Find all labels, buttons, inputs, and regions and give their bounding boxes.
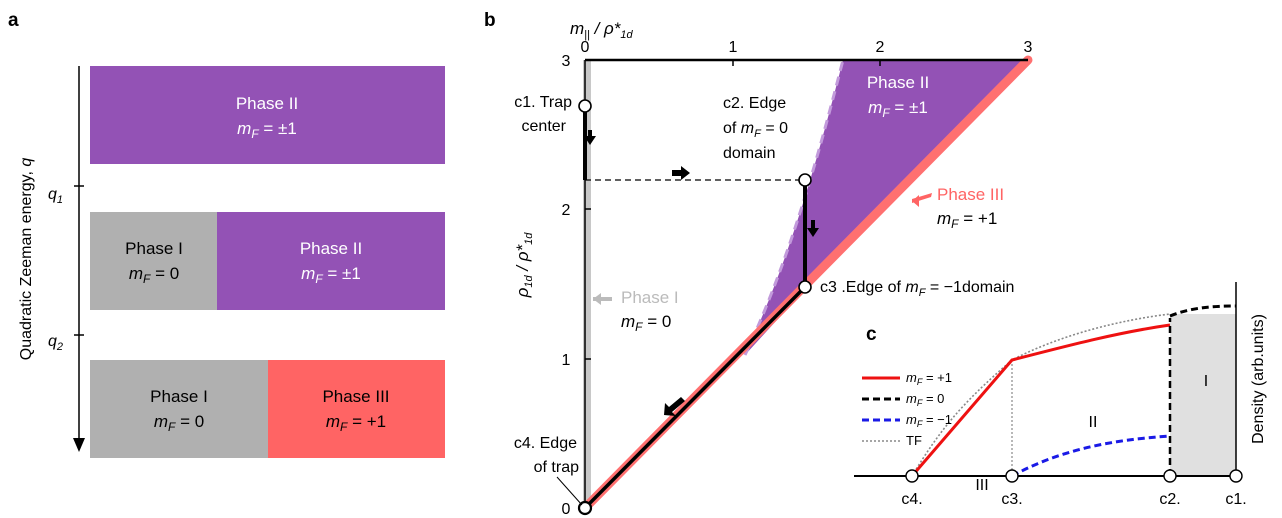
ytick-0: 0	[562, 501, 571, 518]
arrow-down-2-icon	[807, 220, 819, 237]
c-xlabel-c2: c2.	[1159, 491, 1180, 508]
c3-label: c3 .Edge of mF = −1domain	[820, 279, 1014, 299]
panel-c-label: c	[866, 324, 877, 345]
row3-phase1-mf: mF = 0	[154, 412, 204, 434]
c-point-c2	[1163, 469, 1177, 483]
point-c2	[798, 173, 812, 187]
c-xlabel-c4: c4.	[901, 491, 922, 508]
c-xlabel-c1: c1.	[1225, 491, 1246, 508]
curve-mf-minus1	[1011, 434, 1171, 478]
row2-phase2-box	[217, 212, 445, 310]
ytick-1: 1	[562, 352, 571, 369]
phase1-pointer-icon	[593, 293, 612, 305]
row2-phase2-mf: mF = ±1	[301, 264, 361, 286]
row1-phase2-box	[90, 66, 445, 164]
arrow-right-icon	[672, 166, 690, 180]
c2-label-2: of mF = 0	[723, 120, 788, 140]
xtick-2: 2	[876, 39, 885, 56]
phase1-strip	[583, 60, 591, 508]
tick-q1-label: q1	[48, 186, 63, 206]
curve-mf-plus1	[910, 323, 1171, 477]
c2-label-1: c2. Edge	[723, 95, 786, 112]
row3-phase3-box	[268, 360, 445, 458]
panel-c: c III II I c4. c3. c2. c1. Densi	[850, 282, 1267, 512]
row3-phase3-mf: mF = +1	[326, 412, 386, 434]
point-c3	[798, 280, 812, 294]
region-III-label: III	[975, 477, 988, 494]
y-axis-title: ρ1d / ρ*1d	[513, 232, 535, 299]
curve-mf-zero	[1169, 304, 1237, 318]
tick-q2-label: q2	[48, 333, 63, 353]
panel-a: a q1 q2 Quadratic Zeeman energy, q Phase…	[8, 10, 445, 458]
ytick-3: 3	[562, 53, 571, 70]
point-c1	[578, 99, 592, 113]
row1-phase2-mf: mF = ±1	[237, 119, 297, 141]
panel-a-label: a	[8, 10, 19, 31]
legend-label-zero: mF = 0	[906, 391, 944, 408]
c-point-c4	[905, 469, 919, 483]
b-phase1-mf: mF = 0	[621, 312, 671, 334]
row1-phase2-name: Phase II	[236, 94, 298, 113]
ytick-2: 2	[562, 202, 571, 219]
region-II-label: II	[1089, 414, 1098, 431]
row2-phase1-name: Phase I	[125, 239, 183, 258]
b-phase3-name: Phase III	[937, 185, 1004, 204]
row3-phase1-box	[90, 360, 268, 458]
c-point-c3	[1005, 469, 1019, 483]
c4-label-1: c4. Edge	[514, 435, 577, 452]
c-legend: mF = +1 mF = 0 mF = −1 TF	[862, 370, 952, 448]
c-xlabel-c3: c3.	[1001, 491, 1022, 508]
legend-label-tf: TF	[906, 433, 922, 448]
c2-label-3: domain	[723, 145, 775, 162]
xtick-0: 0	[581, 39, 590, 56]
arrow-down-1-icon	[584, 130, 596, 145]
arrow-diag-icon	[664, 397, 685, 416]
b-phase3-mf: mF = +1	[937, 209, 997, 231]
legend-label-plus1: mF = +1	[906, 370, 952, 387]
panel-b: b 0 1 2 3 0 1 2 3 m|| / ρ*1d ρ1d / ρ*1d	[484, 10, 1033, 518]
c-point-c1	[1229, 469, 1243, 483]
x-axis-title: m|| / ρ*1d	[570, 19, 634, 41]
phase2-dashed-boundary	[743, 59, 845, 356]
row3-phase1-name: Phase I	[150, 387, 208, 406]
region-I-label: I	[1204, 373, 1208, 390]
row2-phase1-box	[90, 212, 217, 310]
q-axis-arrow-icon	[73, 438, 85, 452]
c4-leader-line	[556, 476, 583, 506]
path-c3-c4	[583, 285, 807, 510]
row2-phase1-mf: mF = 0	[129, 264, 179, 286]
xtick-3: 3	[1024, 39, 1033, 56]
b-phase2-mf: mF = ±1	[868, 98, 928, 120]
b-phase1-name: Phase I	[621, 288, 679, 307]
panel-b-label: b	[484, 10, 496, 31]
phase3-pointer-icon	[912, 193, 932, 207]
xtick-1: 1	[729, 39, 738, 56]
legend-label-minus1: mF = −1	[906, 412, 952, 429]
c1-label: c1. Trap	[514, 94, 572, 111]
region-I-fill	[1170, 314, 1236, 476]
b-phase2-name: Phase II	[867, 73, 929, 92]
c4-label-2: of trap	[534, 459, 579, 476]
phase2-region	[745, 60, 1028, 355]
q-axis-title: Quadratic Zeeman energy, q	[18, 158, 35, 361]
c-yaxis-title: Density (arb.units)	[1250, 314, 1267, 444]
row3-phase3-name: Phase III	[322, 387, 389, 406]
row2-phase2-name: Phase II	[300, 239, 362, 258]
c1-label-2: center	[522, 118, 567, 135]
